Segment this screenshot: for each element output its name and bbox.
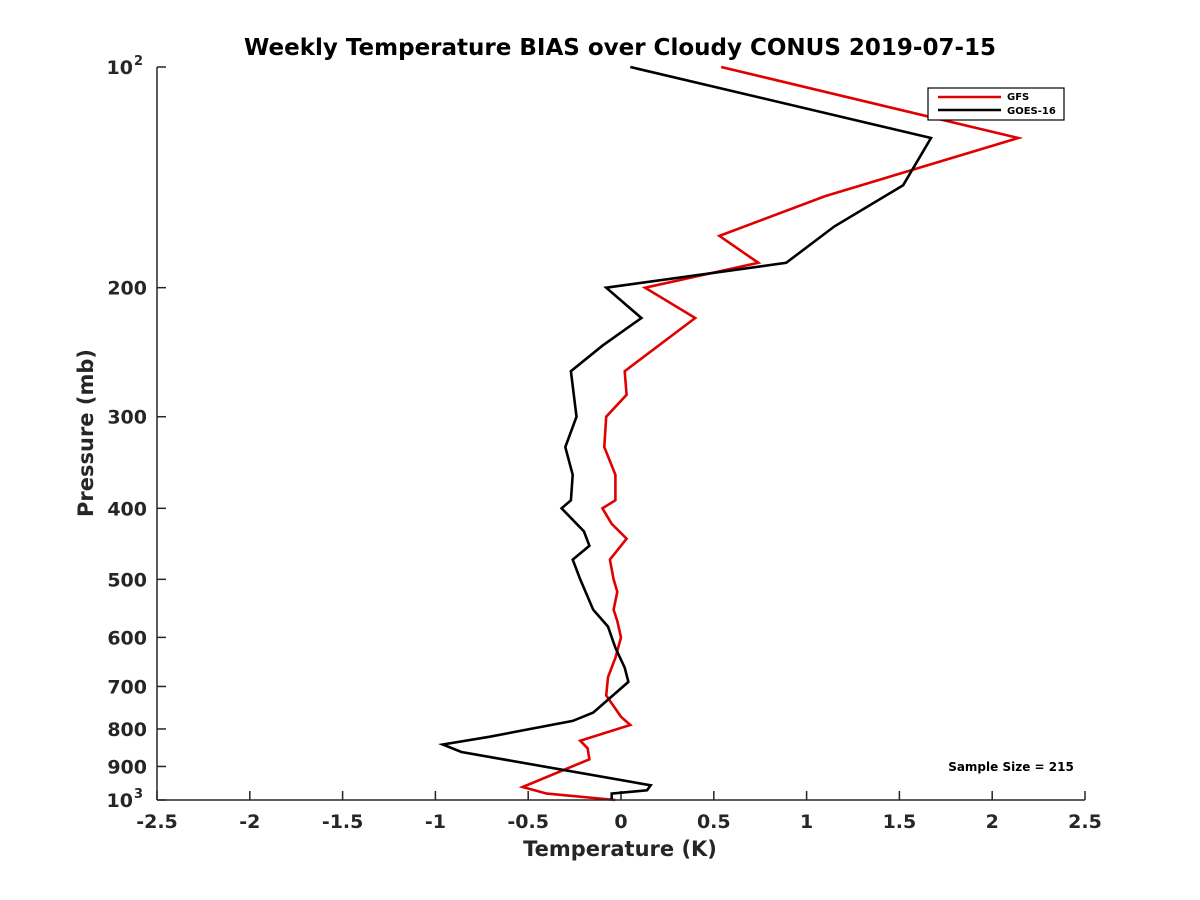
- x-tick-label: -1.5: [322, 811, 364, 833]
- x-tick-label: 0.5: [697, 811, 731, 833]
- y-tick-label: 500: [107, 569, 147, 591]
- x-axis-label: Temperature (K): [523, 837, 717, 861]
- y-tick-label: 10: [107, 790, 133, 812]
- x-tick-label: 2.5: [1068, 811, 1102, 833]
- y-tick-label: 200: [107, 278, 147, 300]
- series-layer: [438, 65, 1024, 802]
- y-tick-exponent: 2: [134, 54, 143, 69]
- sample-size-annotation: Sample Size = 215: [948, 760, 1074, 774]
- legend-box: [927, 87, 1065, 121]
- y-tick-label: 800: [107, 719, 147, 741]
- x-tick-label: 1: [800, 811, 813, 833]
- series-line-gfs: [518, 65, 1024, 802]
- y-tick-label: 900: [107, 756, 147, 778]
- x-tick-label: -2: [239, 811, 260, 833]
- y-tick-label: 700: [107, 676, 147, 698]
- legend-label-goes16: GOES-16: [1007, 106, 1056, 117]
- y-tick-label: 10: [107, 57, 133, 79]
- x-tick-label: -2.5: [136, 811, 178, 833]
- y-tick-label: 400: [107, 498, 147, 520]
- y-tick-label: 600: [107, 627, 147, 649]
- x-axis-ticks: -2.5 -2 -1.5 -1 -0.5 0 0.5 1 1.5 2 2.5: [136, 791, 1102, 833]
- y-tick-label: 300: [107, 407, 147, 429]
- legend: GFS GOES-16: [927, 87, 1065, 121]
- legend-label-gfs: GFS: [1007, 92, 1029, 103]
- y-tick-exponent: 3: [134, 787, 143, 802]
- y-axis-label: Pressure (mb): [74, 349, 98, 517]
- x-tick-label: 1.5: [883, 811, 917, 833]
- series-line-goes16: [438, 65, 934, 800]
- chart-title: Weekly Temperature BIAS over Cloudy CONU…: [244, 35, 996, 61]
- x-tick-label: -1: [425, 811, 446, 833]
- x-tick-label: 2: [986, 811, 999, 833]
- x-tick-label: 0: [614, 811, 627, 833]
- x-tick-label: -0.5: [507, 811, 549, 833]
